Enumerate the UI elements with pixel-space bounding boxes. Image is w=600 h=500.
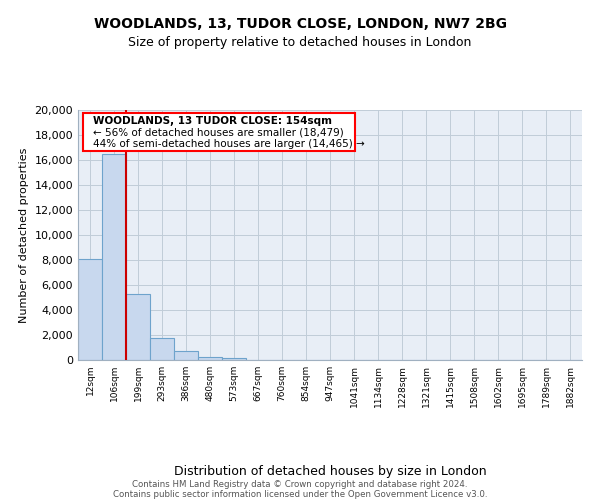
Text: WOODLANDS, 13, TUDOR CLOSE, LONDON, NW7 2BG: WOODLANDS, 13, TUDOR CLOSE, LONDON, NW7 … bbox=[94, 18, 506, 32]
Bar bbox=[198, 356, 222, 360]
Text: Size of property relative to detached houses in London: Size of property relative to detached ho… bbox=[128, 36, 472, 49]
Y-axis label: Number of detached properties: Number of detached properties bbox=[19, 148, 29, 322]
Text: Distribution of detached houses by size in London: Distribution of detached houses by size … bbox=[173, 464, 487, 477]
Text: Contains HM Land Registry data © Crown copyright and database right 2024.: Contains HM Land Registry data © Crown c… bbox=[132, 480, 468, 489]
Text: Contains public sector information licensed under the Open Government Licence v3: Contains public sector information licen… bbox=[113, 490, 487, 499]
Bar bbox=[126, 294, 150, 360]
Text: WOODLANDS, 13 TUDOR CLOSE: 154sqm: WOODLANDS, 13 TUDOR CLOSE: 154sqm bbox=[93, 116, 332, 126]
Text: 44% of semi-detached houses are larger (14,465) →: 44% of semi-detached houses are larger (… bbox=[93, 139, 365, 149]
Bar bbox=[78, 259, 102, 360]
Bar bbox=[174, 350, 198, 360]
Bar bbox=[222, 358, 246, 360]
Bar bbox=[102, 154, 126, 360]
Bar bbox=[150, 338, 174, 360]
FancyBboxPatch shape bbox=[83, 112, 355, 151]
Text: ← 56% of detached houses are smaller (18,479): ← 56% of detached houses are smaller (18… bbox=[93, 128, 344, 138]
